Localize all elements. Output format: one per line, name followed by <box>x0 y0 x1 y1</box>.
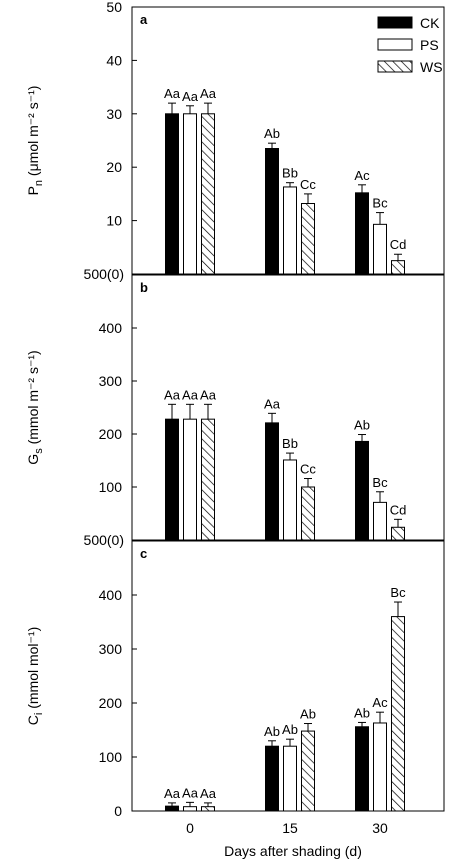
bar-label-c-ps-2: Ac <box>372 695 388 710</box>
panel-b-ytick-label: 100 <box>99 479 123 495</box>
bar-b-ps-1 <box>283 459 297 541</box>
bar-label-a-ws-0: Aa <box>200 86 217 101</box>
x-axis-title: Days after shading (d) <box>224 843 362 859</box>
bar-label-c-ps-1: Ab <box>282 722 298 737</box>
bar-a-ws-0 <box>201 113 215 275</box>
panel-c-y-axis-title: Ci (mmol mol⁻¹) <box>25 627 45 726</box>
bar-label-c-ck-2: Ab <box>354 705 370 720</box>
legend-label-ps: PS <box>420 37 439 53</box>
bar-c-ws-2 <box>391 616 405 812</box>
bar-label-a-ps-1: Bb <box>282 166 298 181</box>
bar-c-ck-1 <box>265 745 279 812</box>
x-tick-label: 15 <box>282 820 298 836</box>
bar-label-c-ck-1: Ab <box>264 724 280 739</box>
panel-c-ytick-label: 400 <box>99 587 123 603</box>
bar-a-ps-1 <box>283 186 297 275</box>
panel-a-ytick-label: 20 <box>106 159 122 175</box>
panel-a-ytick-label: 10 <box>106 213 122 229</box>
bar-label-b-ps-2: Bc <box>372 475 388 490</box>
bar-a-ck-0 <box>165 113 179 275</box>
panel-a-letter: a <box>140 12 148 27</box>
bar-b-ck-2 <box>355 440 369 541</box>
panel-c-letter: c <box>140 546 147 561</box>
bar-label-c-ws-2: Bc <box>390 585 406 600</box>
bar-label-c-ws-1: Ab <box>300 707 316 722</box>
bar-label-a-ck-2: Ac <box>354 168 370 183</box>
bar-label-b-ck-1: Aa <box>264 396 281 411</box>
bar-label-c-ws-0: Aa <box>200 786 217 801</box>
bar-a-ws-2 <box>391 260 405 275</box>
panel-a-ytick-label: 40 <box>106 52 122 68</box>
bar-label-a-ws-2: Cd <box>390 237 407 252</box>
legend-swatch-ck <box>377 16 413 29</box>
panel-c-ytick-label: 300 <box>99 641 123 657</box>
bar-label-a-ws-1: Cc <box>300 177 316 192</box>
bar-label-a-ck-0: Aa <box>164 86 181 101</box>
bar-label-b-ws-0: Aa <box>200 387 217 402</box>
bar-c-ps-0 <box>183 806 197 812</box>
panel-a-ytick-label: 50 <box>106 0 122 15</box>
bar-b-ws-2 <box>391 526 405 541</box>
panel-a-ytick-label: 30 <box>106 106 122 122</box>
bar-label-b-ps-0: Aa <box>182 387 199 402</box>
bar-a-ck-1 <box>265 148 279 275</box>
bar-label-b-ws-2: Cd <box>390 502 407 517</box>
bar-a-ck-2 <box>355 192 369 275</box>
bar-label-c-ps-0: Aa <box>182 785 199 800</box>
bar-label-a-ck-1: Ab <box>264 126 280 141</box>
panel-b-letter: b <box>140 280 148 295</box>
bar-b-ck-0 <box>165 418 179 541</box>
legend-label-ws: WS <box>420 59 443 75</box>
panel-c-ytick-label: 0 <box>114 803 122 819</box>
legend-swatch-ws <box>377 60 413 73</box>
bar-b-ws-0 <box>201 418 215 541</box>
bar-c-ps-1 <box>283 745 297 812</box>
bar-label-a-ps-0: Aa <box>182 89 199 104</box>
panel-c-ytick-label: 200 <box>99 695 123 711</box>
x-tick-label: 30 <box>372 820 388 836</box>
panel-c-ytick-label: 100 <box>99 749 123 765</box>
legend-label-ck: CK <box>420 15 440 31</box>
panel-b-ytick-label: 400 <box>99 320 123 336</box>
panel-b-y-axis-title: Gs (mmol m⁻² s⁻¹) <box>25 350 45 464</box>
bar-c-ws-1 <box>301 730 315 812</box>
bar-b-ps-0 <box>183 418 197 541</box>
bar-c-ps-2 <box>373 722 387 812</box>
bar-label-b-ws-1: Cc <box>300 462 316 477</box>
bar-c-ck-2 <box>355 726 369 812</box>
bar-label-b-ck-2: Ab <box>354 418 370 433</box>
panel-a-zero-label: 500(0) <box>84 266 124 282</box>
panel-b-ytick-label: 200 <box>99 426 123 442</box>
bar-label-c-ck-0: Aa <box>164 786 181 801</box>
bar-a-ps-2 <box>373 223 387 275</box>
panel-b-zero-label: 500(0) <box>84 532 124 548</box>
bar-label-b-ps-1: Bb <box>282 436 298 451</box>
panel-a-y-axis-title: Pn (μmol m⁻² s⁻¹) <box>25 86 45 196</box>
bar-label-b-ck-0: Aa <box>164 387 181 402</box>
bar-c-ws-0 <box>201 806 215 812</box>
bar-b-ws-1 <box>301 486 315 541</box>
bar-a-ws-1 <box>301 203 315 275</box>
x-tick-label: 0 <box>186 820 194 836</box>
bar-b-ps-2 <box>373 501 387 541</box>
bar-a-ps-0 <box>183 113 197 275</box>
legend-swatch-ps <box>377 38 413 51</box>
bar-label-a-ps-2: Bc <box>372 196 388 211</box>
bar-b-ck-1 <box>265 422 279 541</box>
panel-b-ytick-label: 300 <box>99 373 123 389</box>
bar-c-ck-0 <box>165 805 179 812</box>
